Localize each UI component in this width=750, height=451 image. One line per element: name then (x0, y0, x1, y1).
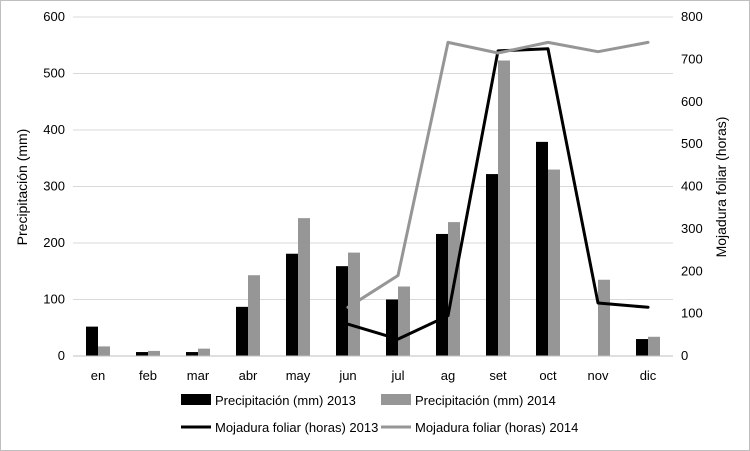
bar (298, 218, 310, 356)
legend-label: Precipitación (mm) 2013 (215, 393, 356, 408)
x-tick-label: ag (441, 368, 455, 383)
bar (186, 352, 198, 356)
y-tick-label: 400 (43, 122, 65, 137)
x-tick-label: feb (139, 368, 157, 383)
legend-label: Precipitación (mm) 2014 (415, 393, 556, 408)
bar (148, 350, 160, 356)
series-line (346, 40, 650, 309)
legend-label: Mojadura foliar (horas) 2014 (415, 420, 578, 435)
lines (346, 40, 650, 341)
y2-tick-label: 0 (681, 348, 688, 363)
y2-tick-label: 100 (681, 306, 703, 321)
y2-tick-label: 800 (681, 9, 703, 24)
y2-axis-title: Mojadura foliar (horas) (713, 117, 729, 258)
y-tick-label: 500 (43, 66, 65, 81)
y-tick-label: 600 (43, 9, 65, 24)
y2-tick-label: 700 (681, 51, 703, 66)
y-tick-label: 100 (43, 292, 65, 307)
axes: 0 100 200 300 400 500 600 0 100 200 300 400 500 600 70… (43, 9, 702, 383)
legend-swatch (181, 394, 211, 405)
bar (86, 326, 98, 356)
x-tick-label: set (489, 368, 507, 383)
x-tick-label: mar (187, 368, 210, 383)
x-tick-label: nov (588, 368, 609, 383)
bar (548, 169, 560, 356)
x-tick-label: may (286, 368, 311, 383)
x-tick-label: dic (640, 368, 657, 383)
bar (198, 348, 210, 356)
bar (248, 275, 260, 356)
x-tick-label: abr (239, 368, 258, 383)
y2-tick-label: 200 (681, 263, 703, 278)
y2-tick-label: 300 (681, 221, 703, 236)
bar (386, 299, 398, 356)
y2-tick-label: 600 (681, 94, 703, 109)
bar (136, 352, 148, 356)
bar (648, 336, 660, 356)
y2-tick-label: 500 (681, 136, 703, 151)
x-tick-label: jun (338, 368, 356, 383)
bar (398, 286, 410, 356)
bar (98, 346, 110, 356)
bar (598, 279, 610, 356)
legend: Precipitación (mm) 2013 Precipitación (mm… (181, 393, 578, 435)
y-tick-label: 0 (58, 348, 65, 363)
bar (486, 174, 498, 356)
y-axis-title: Precipitación (mm) (14, 129, 30, 246)
legend-label: Mojadura foliar (horas) 2013 (215, 420, 378, 435)
bar (498, 60, 510, 356)
gridlines (73, 16, 673, 300)
series-line (346, 47, 650, 341)
x-tick-label: en (91, 368, 105, 383)
bar (436, 233, 448, 356)
bars (86, 60, 660, 356)
bar (536, 141, 548, 356)
legend-swatch (381, 394, 411, 405)
bar (236, 306, 248, 356)
x-tick-label: jul (390, 368, 404, 383)
y-tick-label: 200 (43, 235, 65, 250)
bar (336, 266, 348, 356)
y-tick-label: 300 (43, 179, 65, 194)
bar (636, 339, 648, 356)
bar (286, 253, 298, 356)
y2-tick-label: 400 (681, 179, 703, 194)
x-tick-label: oct (539, 368, 557, 383)
